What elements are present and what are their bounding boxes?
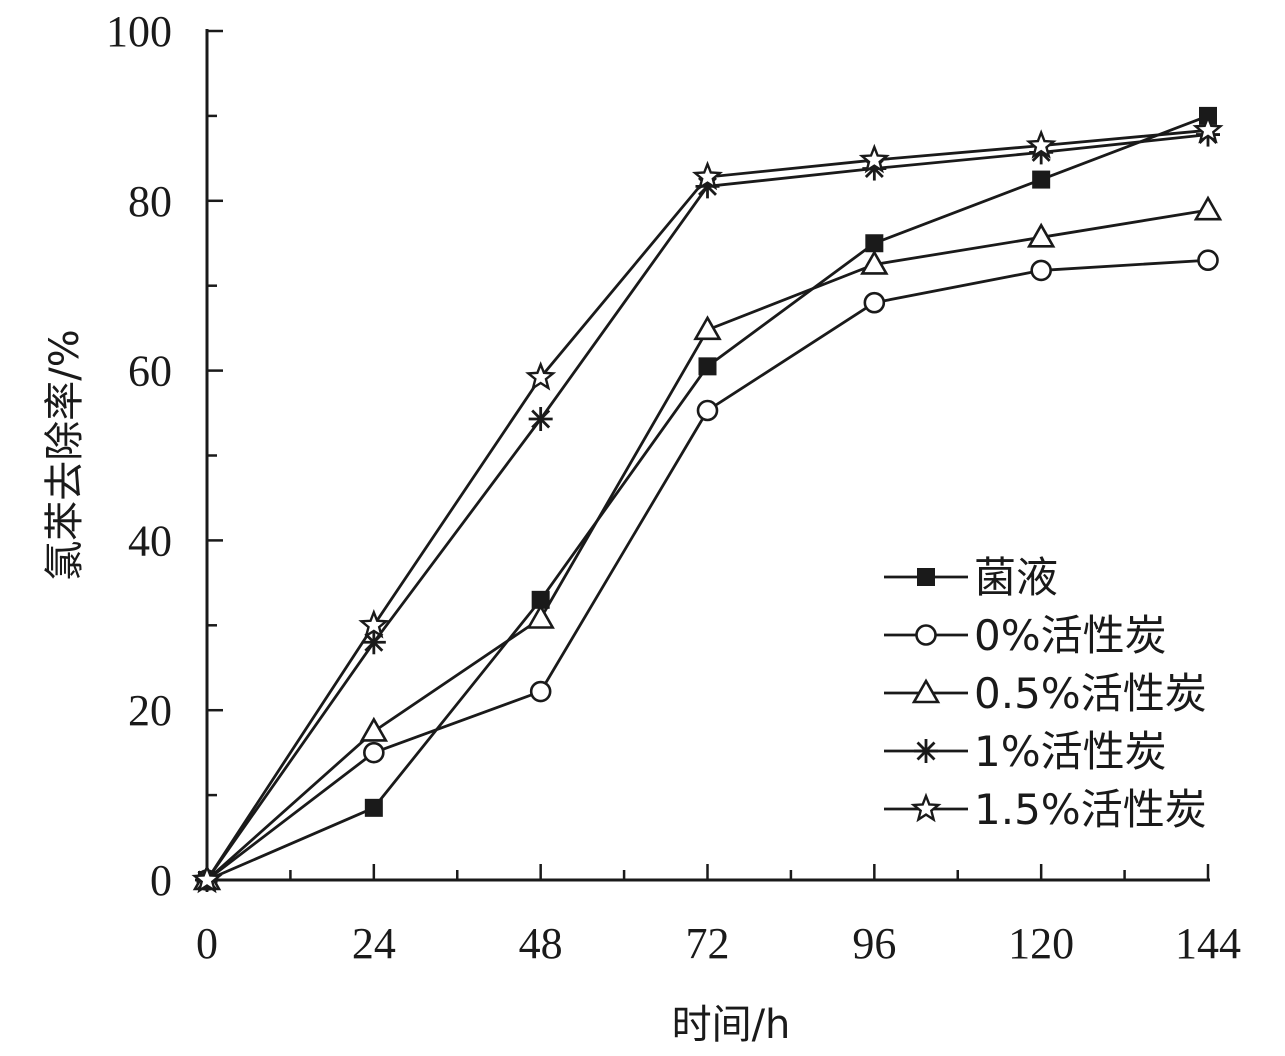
y-axis-ticks: 0 20 40 60 80 100 xyxy=(106,7,223,905)
x-tick-label: 48 xyxy=(519,919,563,968)
data-point xyxy=(1193,195,1223,221)
y-tick-label: 100 xyxy=(106,7,172,56)
y-tick-label: 20 xyxy=(128,686,172,735)
data-point xyxy=(529,680,552,703)
data-point xyxy=(361,630,386,655)
legend-item: 菌液 xyxy=(884,553,1058,602)
data-point xyxy=(359,716,389,742)
x-axis-ticks: 0 24 48 72 96 120 144 xyxy=(196,864,1241,968)
series-4 xyxy=(195,122,1220,892)
legend-marker xyxy=(917,568,935,586)
data-point xyxy=(526,603,555,629)
data-point xyxy=(860,249,889,275)
legend-item: 1.5%活性炭 xyxy=(884,785,1207,834)
legend-item: 0.5%活性炭 xyxy=(884,669,1207,718)
series-5 xyxy=(191,114,1224,894)
legend-marker xyxy=(911,678,941,704)
legend-marker xyxy=(910,792,942,823)
legend-label: 1%活性炭 xyxy=(974,727,1167,776)
y-tick-label: 40 xyxy=(128,516,172,565)
series-3 xyxy=(192,195,1223,891)
data-point xyxy=(858,143,890,174)
data-point xyxy=(364,798,383,817)
legend-marker xyxy=(915,624,937,646)
data-point xyxy=(1026,222,1056,248)
x-tick-label: 72 xyxy=(686,919,730,968)
legend-marker xyxy=(914,739,938,763)
data-point xyxy=(691,160,724,191)
x-tick-label: 24 xyxy=(352,919,396,968)
data-point xyxy=(1030,259,1052,282)
y-tick-label: 80 xyxy=(128,177,172,226)
data-point xyxy=(1025,129,1057,159)
data-point xyxy=(191,863,223,894)
data-point xyxy=(693,315,722,341)
legend-label: 菌液 xyxy=(974,553,1058,602)
legend: 菌液 0%活性炭 0.5%活性炭 1%活性炭 1.5%活性炭 xyxy=(884,553,1207,834)
data-point xyxy=(1032,170,1051,189)
data-point xyxy=(1192,114,1224,144)
x-axis-title: 时间/h xyxy=(672,1002,791,1048)
x-tick-label: 0 xyxy=(196,919,218,968)
legend-item: 0%活性炭 xyxy=(884,611,1167,660)
y-axis-title: 氯苯去除率/% xyxy=(42,329,88,580)
legend-item: 1%活性炭 xyxy=(884,727,1167,776)
legend-label: 0.5%活性炭 xyxy=(974,669,1207,718)
data-point xyxy=(358,608,390,639)
legend-label: 1.5%活性炭 xyxy=(974,785,1207,834)
y-tick-label: 60 xyxy=(128,347,172,396)
data-point xyxy=(696,399,719,422)
data-point xyxy=(531,590,550,609)
series-line xyxy=(206,208,1209,882)
x-tick-label: 144 xyxy=(1175,919,1241,968)
x-tick-label: 96 xyxy=(852,919,896,968)
data-point xyxy=(528,406,553,431)
y-tick-label: 0 xyxy=(150,856,172,905)
series-layer xyxy=(191,106,1224,894)
data-point xyxy=(525,361,557,391)
data-point xyxy=(865,234,884,253)
x-tick-label: 120 xyxy=(1008,919,1074,968)
data-point xyxy=(863,291,886,314)
data-point xyxy=(698,357,717,376)
legend-label: 0%活性炭 xyxy=(974,611,1167,660)
data-point xyxy=(363,741,385,764)
data-point xyxy=(1197,249,1219,272)
